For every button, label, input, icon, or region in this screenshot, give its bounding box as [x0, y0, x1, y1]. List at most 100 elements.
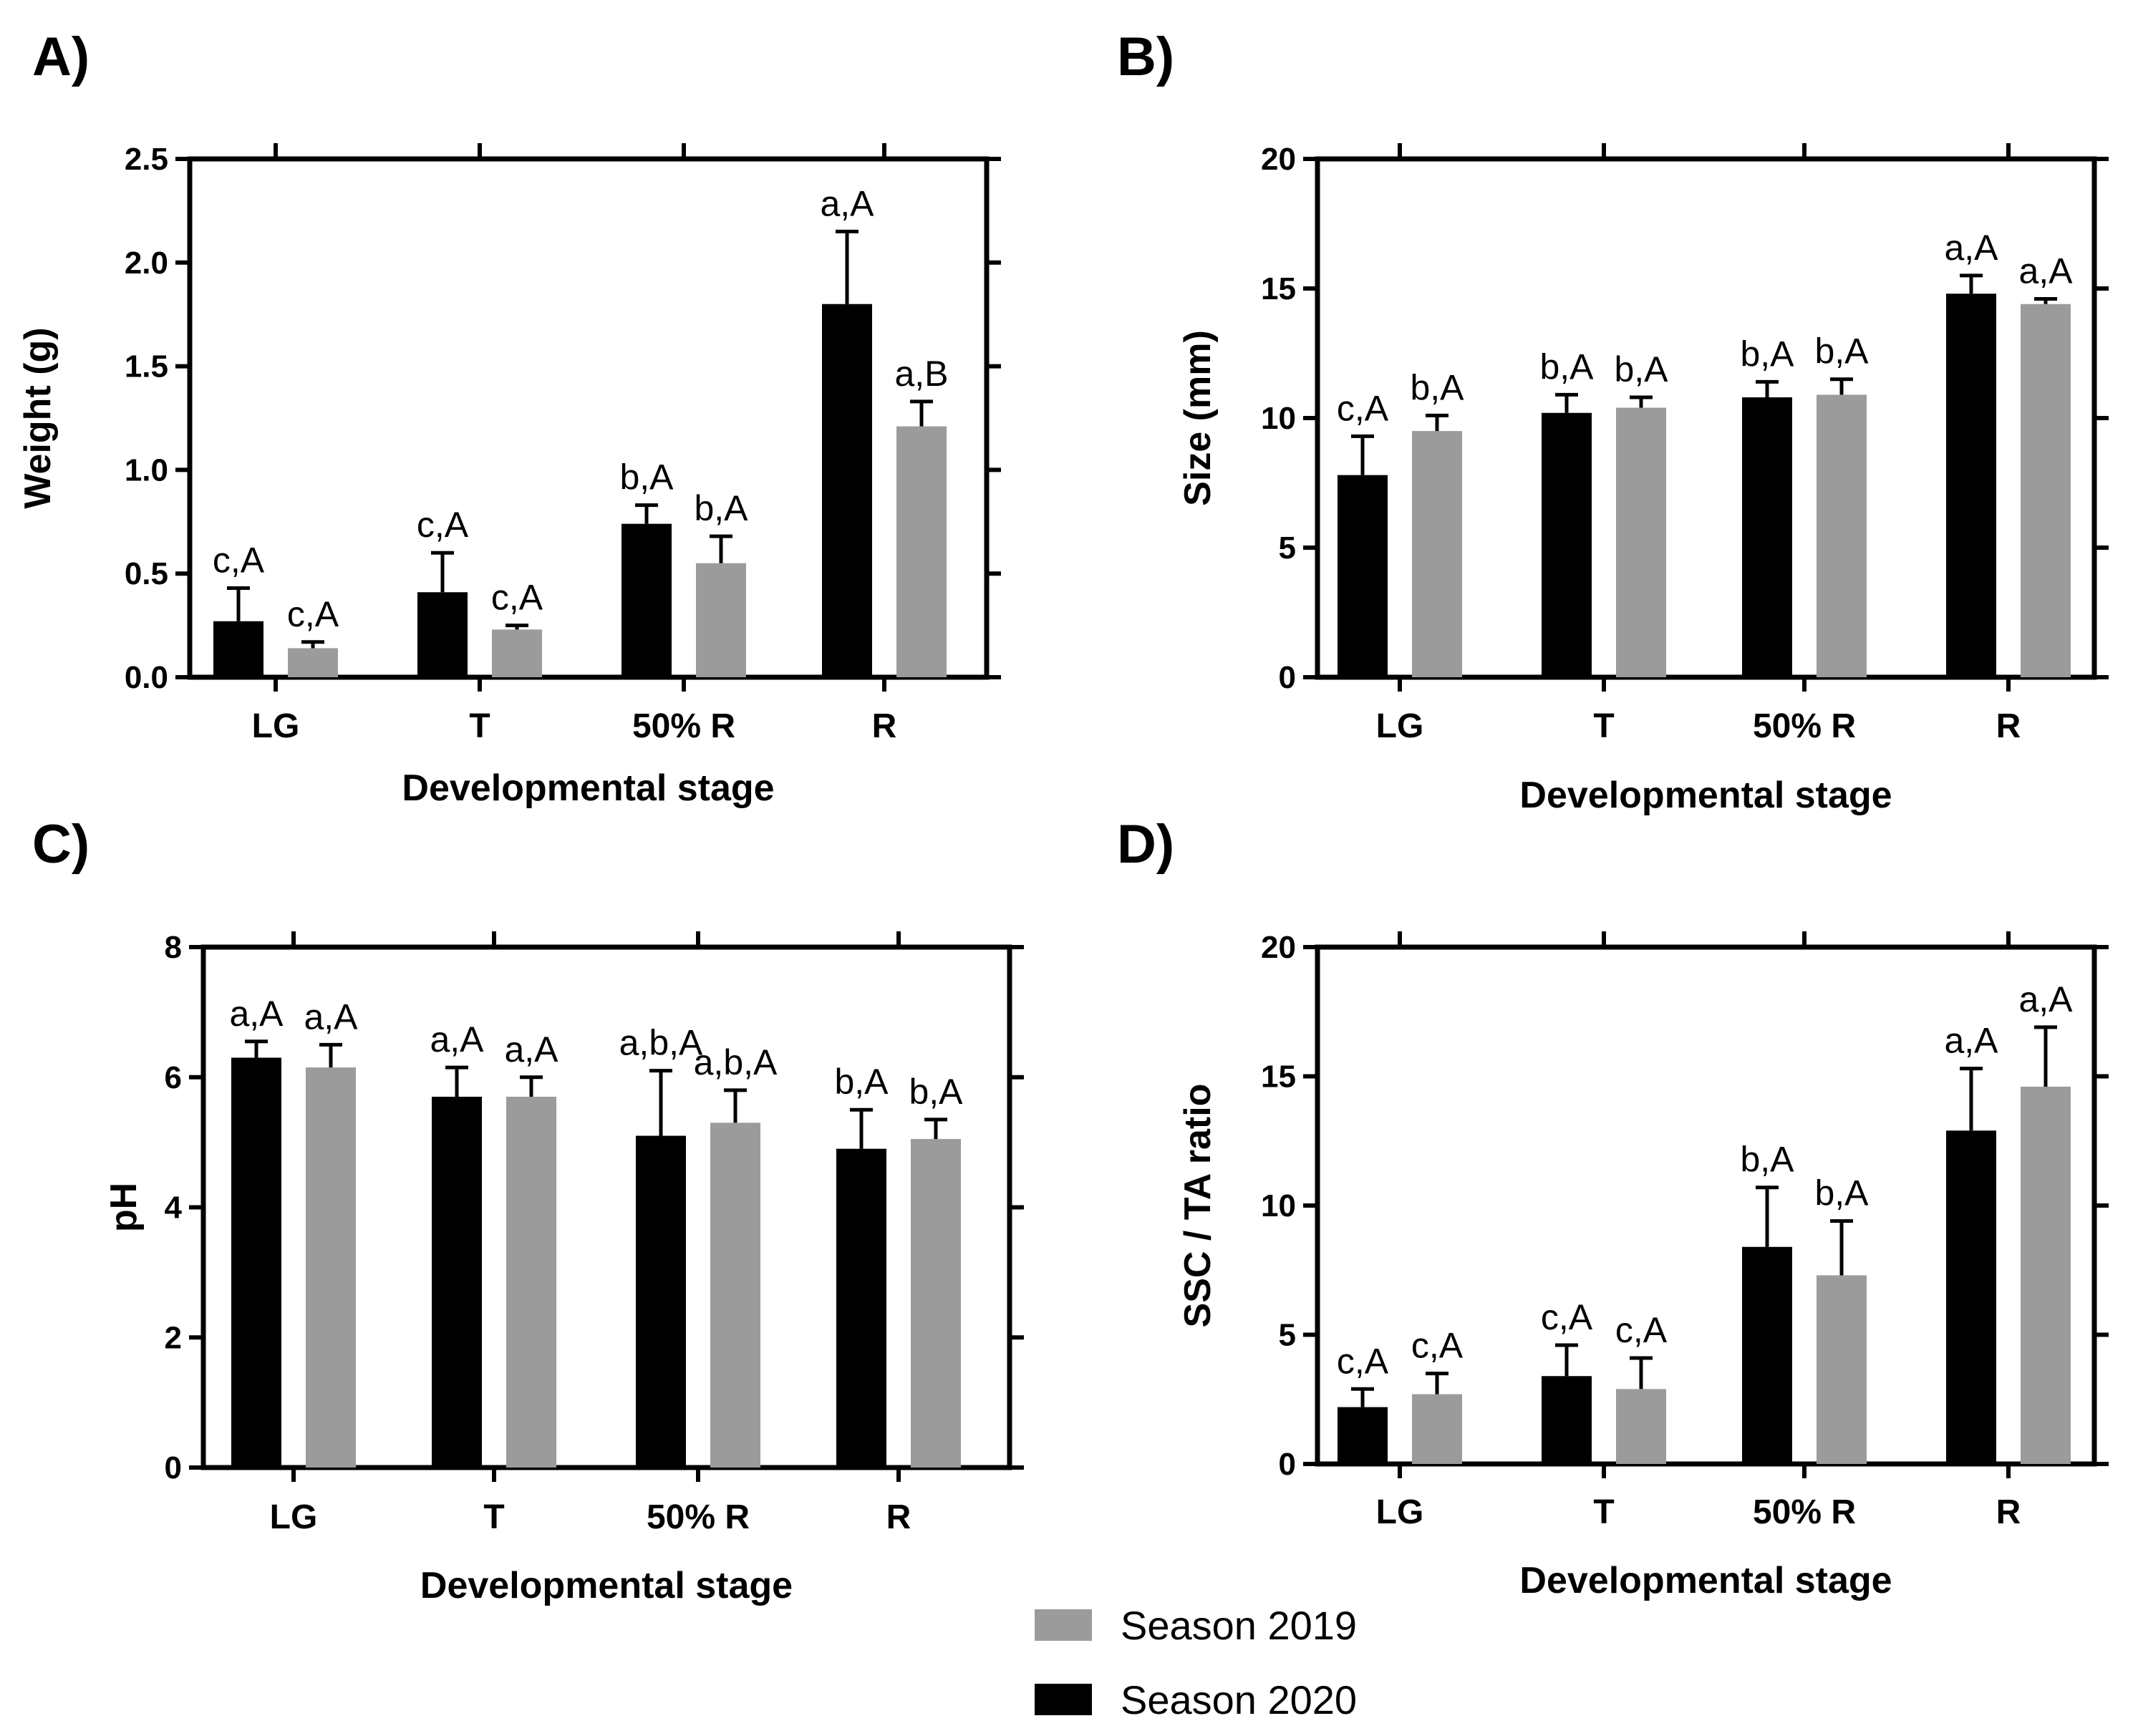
- legend: Season 2019 Season 2020: [1035, 1603, 1357, 1722]
- bar: [432, 1097, 482, 1468]
- legend-swatch-2019: [1035, 1609, 1092, 1641]
- y-tick-label: 20: [1261, 930, 1296, 965]
- y-tick-label: 20: [1261, 142, 1296, 177]
- bar: [213, 621, 263, 677]
- x-category-label: 50% R: [632, 707, 735, 745]
- bar: [836, 1148, 886, 1468]
- panel-letter: C): [32, 814, 90, 875]
- significance-letter: a,A: [1944, 1021, 1998, 1061]
- x-category-label: 50% R: [647, 1498, 750, 1536]
- panel-b: B) 0 5 10 15 20 LG T 50% R R Developmental stage Si…: [1117, 26, 2109, 816]
- bar: [1412, 1394, 1462, 1464]
- panel-letter: A): [32, 26, 90, 87]
- bar: [306, 1067, 356, 1468]
- y-tick-label: 0: [165, 1450, 182, 1485]
- x-category-label: LG: [1376, 707, 1424, 745]
- y-tick-label: 8: [165, 930, 182, 965]
- significance-letter: c,A: [1337, 1341, 1389, 1381]
- bar: [1946, 294, 1996, 677]
- significance-letter: a,A: [504, 1029, 558, 1070]
- x-category-label: T: [483, 1498, 504, 1536]
- x-axis-title: Developmental stage: [402, 767, 774, 809]
- y-tick-label: 0.5: [125, 556, 168, 591]
- x-category-label: R: [872, 707, 897, 745]
- x-category-label: T: [1593, 707, 1614, 745]
- significance-letter: a,A: [1944, 228, 1998, 268]
- significance-letter: b,A: [694, 488, 748, 528]
- y-tick-label: 10: [1261, 401, 1296, 436]
- panel-a: A) 0.0 0.5 1.0 1.5 2.0 2.5 LG T 50% R R Development…: [17, 26, 1001, 809]
- significance-letter: a,b,A: [619, 1023, 703, 1063]
- significance-letter: b,A: [1539, 346, 1594, 387]
- y-tick-label: 5: [1279, 530, 1296, 566]
- bar: [1616, 1389, 1666, 1464]
- x-category-label: 50% R: [1753, 1493, 1856, 1531]
- bar: [2021, 304, 2071, 678]
- y-axis-title: SSC / TA ratio: [1177, 1084, 1219, 1328]
- significance-letter: c,A: [1615, 1310, 1668, 1350]
- bar: [506, 1097, 556, 1468]
- significance-letter: c,A: [1541, 1297, 1593, 1337]
- significance-letter: c,A: [1337, 388, 1389, 428]
- y-tick-label: 1.5: [125, 349, 168, 384]
- significance-letter: b,A: [1410, 367, 1464, 407]
- x-category-label: R: [1996, 1493, 2021, 1531]
- x-category-label: LG: [1376, 1493, 1424, 1531]
- panel-d: D) 0 5 10 15 20 LG T 50% R R Developmental stage SS…: [1117, 814, 2109, 1601]
- significance-letter: b,A: [1814, 1173, 1869, 1213]
- panel-letter: D): [1117, 814, 1174, 875]
- x-category-label: LG: [252, 707, 300, 745]
- bar: [417, 592, 468, 677]
- y-tick-label: 4: [165, 1191, 183, 1226]
- bar: [1338, 1407, 1388, 1464]
- bar: [1742, 1246, 1792, 1464]
- y-tick-label: 5: [1279, 1318, 1296, 1353]
- y-tick-label: 15: [1261, 1059, 1296, 1095]
- legend-swatch-2020: [1035, 1684, 1092, 1715]
- bar: [1616, 407, 1666, 677]
- x-category-label: T: [469, 707, 490, 745]
- y-axis-title: Size (mm): [1177, 330, 1219, 506]
- y-tick-label: 2.5: [125, 142, 168, 177]
- y-tick-label: 2.0: [125, 246, 168, 281]
- legend-label-2020: Season 2020: [1121, 1677, 1357, 1722]
- bar: [1742, 397, 1792, 677]
- significance-letter: c,A: [287, 594, 339, 634]
- bar: [822, 304, 872, 678]
- significance-letter: b,A: [1814, 331, 1869, 372]
- bar: [621, 523, 672, 677]
- plot-frame: [187, 156, 990, 680]
- x-category-label: R: [886, 1498, 911, 1536]
- y-tick-label: 2: [165, 1320, 182, 1355]
- y-axis-title: pH: [103, 1183, 145, 1232]
- significance-letter: a,A: [2018, 979, 2073, 1019]
- y-tick-label: 1.0: [125, 452, 168, 488]
- bar: [696, 563, 746, 677]
- significance-letter: a,A: [304, 996, 358, 1037]
- significance-letter: b,A: [1740, 334, 1794, 374]
- bar: [911, 1139, 961, 1468]
- significance-letter: a,A: [2018, 251, 2073, 291]
- bar: [1542, 412, 1592, 677]
- y-tick-label: 0: [1279, 1447, 1296, 1482]
- significance-letter: a,A: [820, 183, 874, 223]
- x-category-label: LG: [270, 1498, 318, 1536]
- bar: [1817, 1275, 1867, 1464]
- significance-letter: c,A: [491, 578, 543, 618]
- panel-letter: B): [1117, 26, 1174, 87]
- bar: [1542, 1376, 1592, 1464]
- x-axis-title: Developmental stage: [420, 1565, 793, 1606]
- significance-letter: c,A: [417, 505, 469, 545]
- significance-letter: b,A: [1614, 349, 1668, 389]
- legend-label-2019: Season 2019: [1121, 1603, 1357, 1648]
- significance-letter: b,A: [909, 1072, 963, 1112]
- significance-letter: a,A: [430, 1019, 484, 1059]
- bar: [1817, 394, 1867, 677]
- significance-letter: c,A: [213, 540, 265, 580]
- bar: [1946, 1130, 1996, 1464]
- y-axis-title: Weight (g): [17, 327, 59, 508]
- x-axis-title: Developmental stage: [1519, 1560, 1892, 1601]
- bar: [636, 1135, 686, 1468]
- y-tick-label: 15: [1261, 271, 1296, 306]
